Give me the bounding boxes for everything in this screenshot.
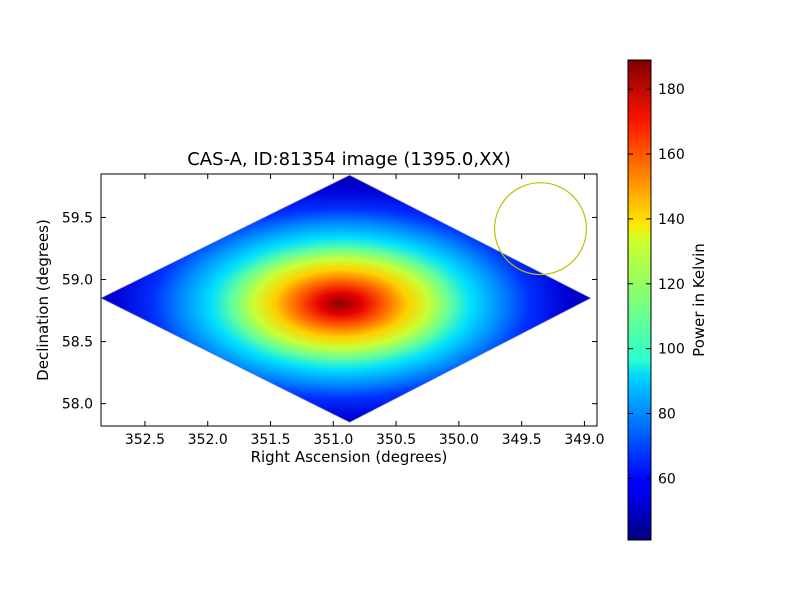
colorbar-ticks: 60 80 100 120 140 160 180: [628, 82, 685, 487]
x-tick-label: 349.5: [502, 432, 542, 448]
colorbar: [627, 59, 652, 541]
colorbar-tick-label: 180: [658, 82, 685, 98]
heatmap-footprint: [101, 174, 592, 423]
chart-title: CAS-A, ID:81354 image (1395.0,XX): [187, 149, 511, 170]
colorbar-tick-label: 60: [658, 471, 676, 487]
colorbar-tick-label: 120: [658, 277, 685, 293]
beam-circle: [493, 182, 588, 276]
y-tick-label: 58.5: [62, 335, 93, 351]
y-tick-label: 58.0: [62, 397, 93, 413]
y-tick-label: 59.0: [62, 273, 93, 289]
x-tick-label: 351.0: [313, 432, 353, 448]
x-tick-label: 349.0: [564, 432, 604, 448]
x-tick-label: 352.5: [125, 432, 165, 448]
colorbar-tick-label: 140: [658, 212, 685, 228]
y-axis: 58.0 58.5 59.0 59.5: [62, 210, 597, 413]
colorbar-label: Power in Kelvin: [690, 243, 708, 357]
y-tick-label: 59.5: [62, 210, 93, 226]
y-axis-label: Declination (degrees): [34, 219, 52, 381]
plot-area: [101, 174, 592, 423]
x-tick-label: 350.0: [439, 432, 479, 448]
colorbar-tick-label: 100: [658, 342, 685, 358]
x-tick-label: 351.5: [250, 432, 290, 448]
x-tick-label: 350.5: [376, 432, 416, 448]
axes-frame: [100, 173, 598, 427]
colorbar-tick-label: 160: [658, 147, 685, 163]
x-tick-label: 352.0: [188, 432, 228, 448]
x-axis: 352.5 352.0 351.5 351.0 350.5 350.0 349.5 349.0: [125, 174, 604, 448]
colorbar-tick-label: 80: [658, 407, 676, 423]
x-axis-label: Right Ascension (degrees): [251, 448, 448, 466]
